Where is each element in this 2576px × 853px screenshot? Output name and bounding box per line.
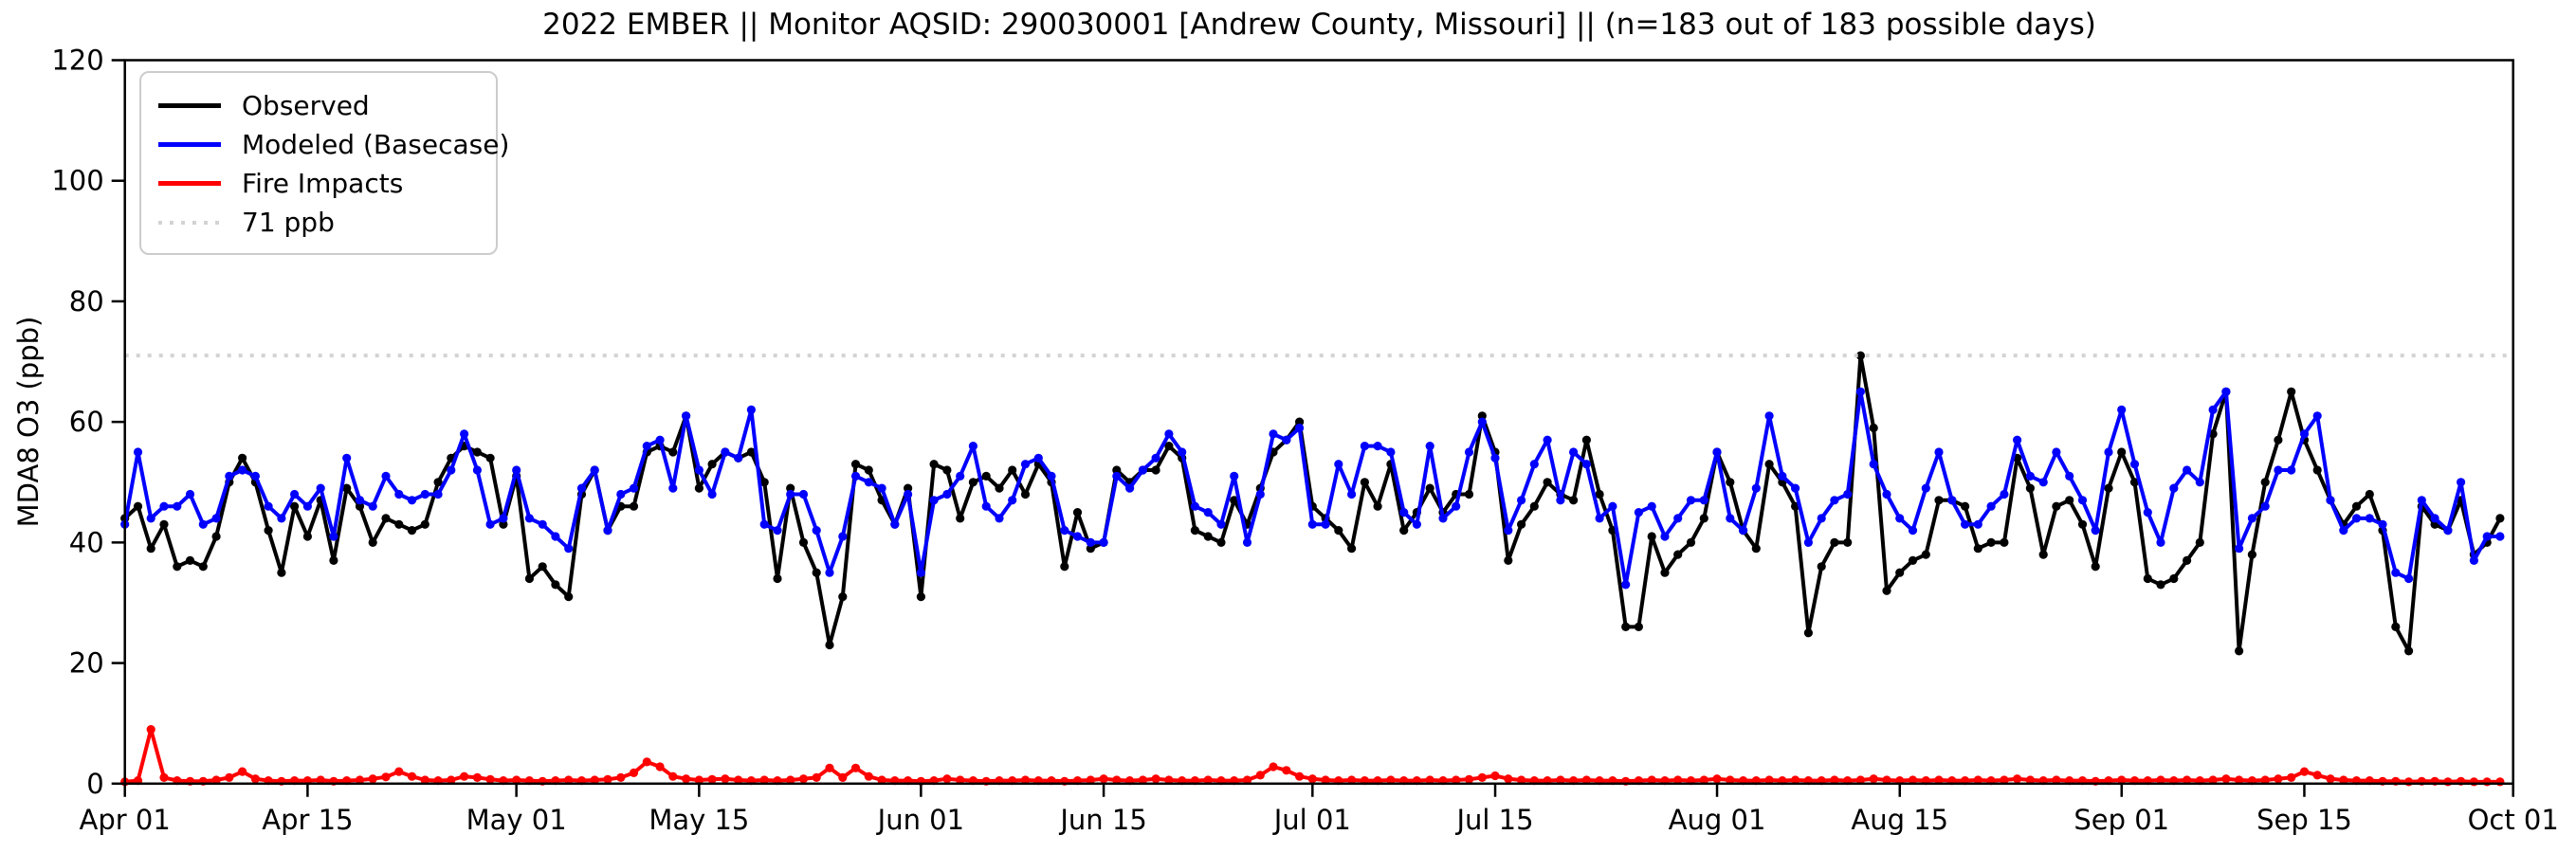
modeled-basecase-series [120,387,2505,590]
legend-item-modeled: Modeled (Basecase) [158,125,509,164]
legend-label: Observed [242,90,370,121]
legend-item-observed: Observed [158,86,479,125]
x-tick-label: Jul 01 [1272,804,1351,836]
y-tick-label: 120 [51,45,103,77]
chart-title: 2022 EMBER || Monitor AQSID: 290030001 [… [542,8,2096,42]
legend-item-fire: Fire Impacts [158,164,479,203]
observed-line-swatch [158,103,221,108]
x-tick-label: Aug 01 [1669,804,1766,836]
fire-impacts-series [120,725,2505,787]
x-tick-label: Apr 15 [262,804,353,836]
x-tick-label: Oct 01 [2468,804,2559,836]
x-tick-label: Aug 15 [1851,804,1948,836]
modeled-basecase-markers [120,387,2505,590]
x-tick-label: Jun 15 [1058,804,1146,836]
x-tick-label: May 15 [649,804,749,836]
legend-label: Modeled (Basecase) [242,129,510,160]
y-tick-label: 40 [69,526,104,558]
y-tick-label: 20 [69,647,104,680]
y-tick-label: 60 [69,406,104,438]
legend-label: 71 ppb [242,207,335,238]
fire-impacts-markers [120,725,2505,787]
x-tick-label: Sep 01 [2074,804,2169,836]
x-tick-label: Jul 15 [1454,804,1533,836]
y-tick-label: 80 [69,285,104,318]
x-tick-label: May 01 [466,804,567,836]
y-tick-label: 100 [51,165,103,197]
x-tick-label: Jun 01 [876,804,964,836]
x-ticks: Apr 01 Apr 15 May 01 May 15 Jun 01 Jun 15 Jul … [80,783,2559,836]
x-tick-label: Apr 01 [80,804,171,836]
modeled-line-swatch [158,142,221,147]
fire-impacts-line [124,727,2500,784]
y-ticks: 0 20 40 60 80 100 120 [51,45,125,800]
legend-item-threshold: 71 ppb [158,203,479,242]
legend-label: Fire Impacts [242,168,404,199]
y-tick-label: 0 [86,768,103,800]
threshold-line-swatch [158,220,221,225]
x-tick-label: Sep 15 [2256,804,2352,836]
legend: Observed Modeled (Basecase) Fire Impacts… [139,71,509,255]
fire-line-swatch [158,181,221,186]
